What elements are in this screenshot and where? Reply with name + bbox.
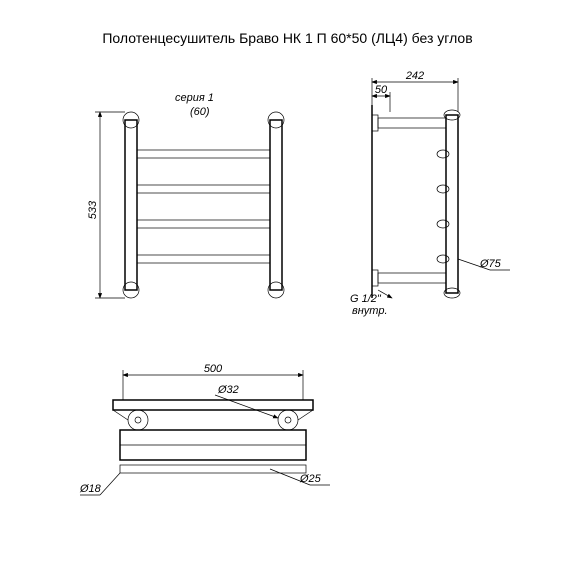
dim-d25: Ø25 (299, 473, 322, 485)
drawing-svg: 533 242 50 Ø75 G 1/2 (0, 0, 575, 575)
dim-height: 533 (87, 200, 99, 219)
top-view: 500 Ø32 Ø25 Ø18 (79, 363, 330, 495)
front-view: 533 (87, 112, 284, 298)
dim-d32: Ø32 (217, 384, 239, 396)
dim-g12-sub: внутр. (352, 305, 388, 317)
dim-50: 50 (375, 84, 388, 96)
side-view: 242 50 Ø75 G 1/2" внутр. (350, 70, 510, 317)
dim-d75: Ø75 (479, 258, 502, 270)
dim-g12: G 1/2" (350, 293, 382, 305)
dim-500: 500 (204, 363, 223, 375)
dim-d18: Ø18 (79, 483, 102, 495)
dim-242: 242 (405, 70, 424, 82)
